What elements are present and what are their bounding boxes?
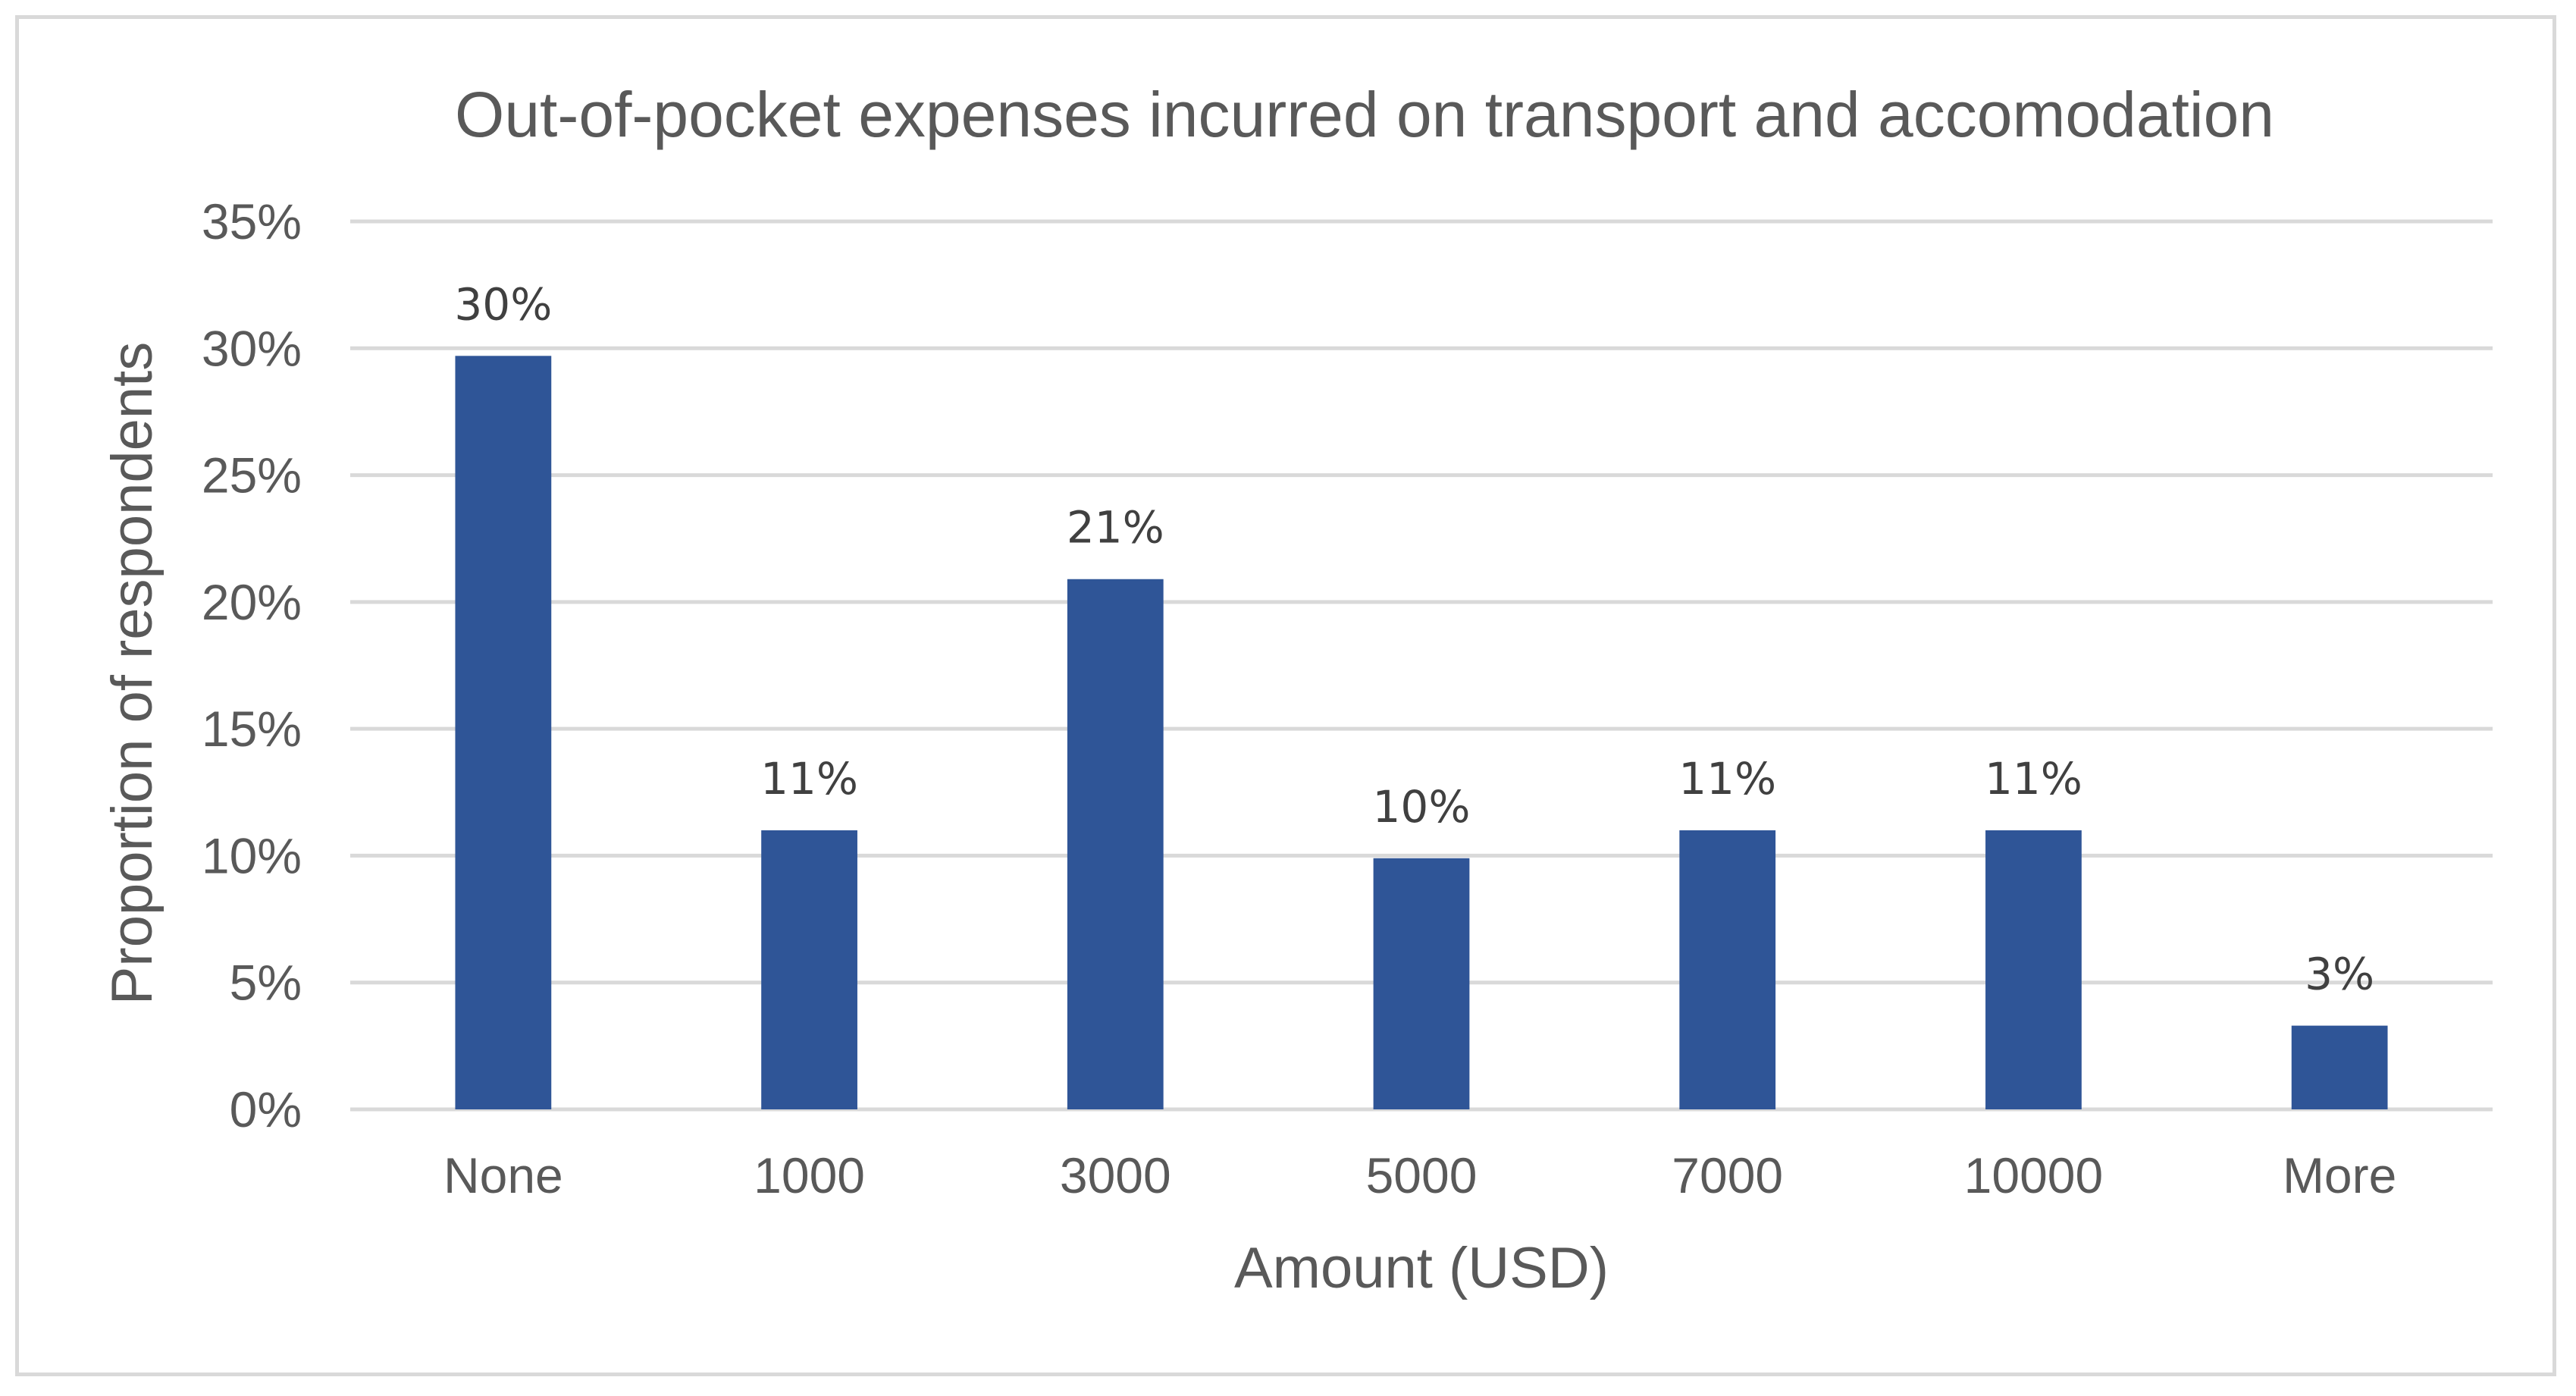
y-axis-ticks: 0% 5% 10% 15% 20% 25% 30% 35% xyxy=(202,193,302,1137)
data-labels: 30% 11% 21% 10% 11% 11% 3% xyxy=(454,278,2374,999)
x-axis-ticks: None 1000 3000 5000 7000 10000 More xyxy=(443,1147,2396,1203)
x-axis-title: Amount (USD) xyxy=(1234,1236,1609,1300)
chart-frame xyxy=(15,15,2556,1376)
x-tick-label: 3000 xyxy=(1060,1147,1171,1203)
data-label: 30% xyxy=(454,278,552,330)
bar xyxy=(455,356,552,1109)
y-tick-label: 15% xyxy=(202,701,302,757)
bar xyxy=(1067,579,1164,1109)
bar xyxy=(1373,858,1470,1109)
x-tick-label: None xyxy=(443,1147,563,1203)
bar xyxy=(2291,1025,2388,1109)
y-tick-label: 5% xyxy=(230,955,302,1011)
y-tick-label: 0% xyxy=(230,1081,302,1137)
data-label: 11% xyxy=(1678,753,1776,805)
bar xyxy=(761,830,857,1109)
data-label: 21% xyxy=(1067,502,1164,554)
data-label: 3% xyxy=(2305,949,2374,1000)
gridlines xyxy=(350,219,2493,1112)
bar xyxy=(1985,830,2082,1109)
y-tick-label: 25% xyxy=(202,447,302,504)
bar xyxy=(1679,830,1776,1109)
y-tick-label: 35% xyxy=(202,193,302,249)
data-label: 11% xyxy=(1985,753,2082,805)
y-tick-label: 20% xyxy=(202,574,302,630)
data-label: 11% xyxy=(760,753,858,805)
x-tick-label: 5000 xyxy=(1366,1147,1478,1203)
y-tick-label: 10% xyxy=(202,827,302,883)
chart-title: Out-of-pocket expenses incurred on trans… xyxy=(455,79,2274,150)
y-axis-title: Proportion of respondents xyxy=(100,342,165,1005)
x-tick-label: 7000 xyxy=(1672,1147,1783,1203)
x-tick-label: 10000 xyxy=(1964,1147,2104,1203)
y-tick-label: 30% xyxy=(202,320,302,376)
x-tick-label: More xyxy=(2283,1147,2396,1203)
bars xyxy=(455,356,2388,1109)
data-label: 10% xyxy=(1373,781,1471,833)
x-tick-label: 1000 xyxy=(754,1147,865,1203)
